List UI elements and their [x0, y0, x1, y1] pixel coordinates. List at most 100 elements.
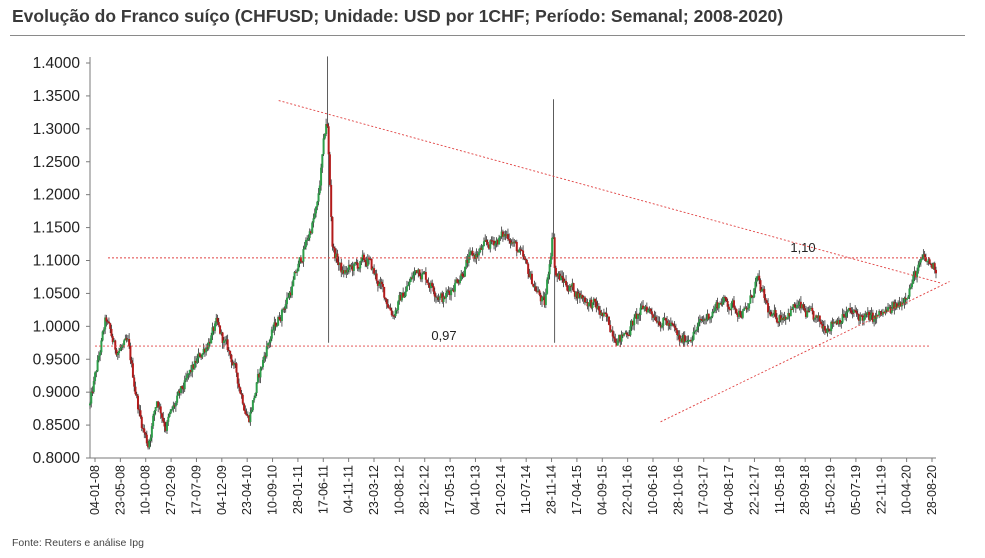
candle-body [803, 308, 806, 311]
candle [532, 283, 535, 288]
candle-body [107, 321, 110, 324]
candle [214, 321, 217, 334]
candle-body [273, 322, 276, 330]
candle-body [97, 355, 100, 361]
candle [293, 271, 296, 280]
candle-body [631, 320, 634, 326]
candle [138, 404, 141, 417]
candle [445, 287, 448, 304]
candle [400, 292, 403, 303]
level-label: 0,97 [431, 328, 456, 343]
candle [477, 248, 480, 262]
candle-body [442, 296, 445, 302]
candle [450, 287, 453, 301]
candle-body [813, 317, 816, 320]
candle [788, 312, 791, 322]
candle [251, 400, 254, 412]
candle-body [775, 317, 778, 323]
candle [786, 317, 789, 320]
candle-body [907, 296, 910, 299]
candle-body [835, 320, 838, 324]
candle-body [291, 286, 294, 296]
candle-body [296, 271, 299, 273]
candle [349, 264, 352, 273]
candle [738, 308, 741, 319]
candle [583, 295, 586, 306]
candle [674, 323, 677, 334]
candle [522, 245, 525, 261]
candle-body [402, 292, 405, 298]
candle [357, 267, 360, 272]
candle [292, 276, 295, 287]
candle-body [576, 291, 579, 299]
candle-body [806, 310, 809, 317]
candle-body [142, 427, 145, 429]
candle [842, 309, 845, 318]
candle [783, 311, 786, 322]
candle-body [562, 277, 565, 283]
candle [748, 303, 751, 312]
x-tick-label: 11-05-18 [773, 465, 787, 514]
candle [386, 299, 389, 309]
candle-body [416, 270, 419, 274]
candle [597, 303, 600, 315]
candle-body [320, 167, 323, 186]
candle [625, 330, 628, 338]
candle-body [618, 334, 621, 341]
candle [590, 296, 593, 310]
candle-body [479, 247, 482, 253]
candle-body [147, 443, 150, 448]
candle [191, 361, 194, 378]
candle-body [136, 395, 139, 410]
candle [652, 313, 655, 322]
candle [600, 309, 603, 317]
candle-body [481, 246, 484, 250]
candle-body [361, 254, 364, 258]
candle [104, 314, 107, 334]
candle-body [642, 305, 645, 309]
candle [928, 257, 931, 265]
candle [508, 233, 511, 244]
candle [809, 305, 812, 309]
x-tick-label: 28-08-20 [925, 465, 939, 515]
candle-body [124, 338, 127, 341]
candle-body [539, 294, 542, 302]
candle [383, 286, 386, 301]
candle-body [826, 328, 829, 334]
candle-body [570, 286, 573, 288]
candle-body [207, 341, 210, 349]
candle [751, 295, 754, 304]
candle-body [272, 329, 275, 331]
candle-body [363, 254, 366, 260]
candle [96, 355, 99, 373]
candle [837, 316, 840, 327]
candle-body [414, 270, 417, 272]
candle-body [573, 291, 576, 297]
candle [398, 291, 401, 305]
candle [495, 237, 498, 248]
candle [352, 262, 355, 276]
candle [142, 423, 145, 433]
candle-body [563, 280, 566, 283]
candle [496, 238, 499, 247]
candle [431, 279, 434, 288]
candle [647, 307, 650, 313]
candle [298, 257, 301, 268]
candle [318, 180, 321, 195]
candle-body [732, 300, 735, 308]
candle-body [292, 279, 295, 287]
candle-body [451, 289, 454, 291]
candle [407, 281, 410, 287]
candle [323, 133, 326, 140]
candle [203, 347, 206, 357]
candle-body [884, 309, 887, 313]
x-tick-label: 28-11-14 [545, 465, 559, 514]
x-tick-label: 10-04-20 [900, 465, 914, 515]
candle-body [658, 321, 661, 326]
candle [428, 282, 431, 292]
candle [773, 304, 776, 317]
candle-body [389, 307, 392, 311]
candle-body [856, 313, 859, 315]
candle-body [379, 281, 382, 284]
candle [799, 296, 802, 314]
